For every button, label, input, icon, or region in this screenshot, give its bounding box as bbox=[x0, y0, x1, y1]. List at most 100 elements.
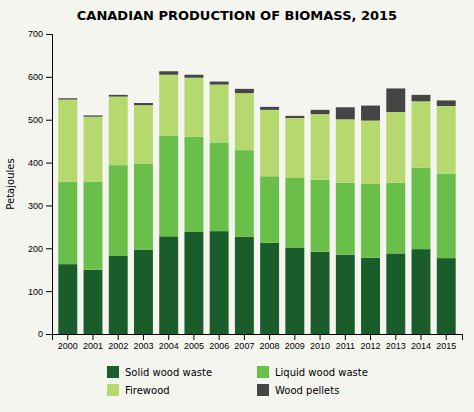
x-tick-label: 2009 bbox=[285, 341, 305, 351]
bar bbox=[260, 243, 279, 334]
bar bbox=[361, 121, 380, 184]
legend: Solid wood waste Liquid wood waste Firewoo… bbox=[107, 366, 368, 396]
bar bbox=[437, 174, 456, 258]
x-tick: 2011 bbox=[336, 334, 355, 351]
title: CANADIAN PRODUCTION OF BIOMASS, 2015 bbox=[77, 8, 397, 23]
x-tick-label: 2008 bbox=[260, 341, 280, 351]
bar bbox=[260, 110, 279, 176]
x-tick-mark bbox=[168, 334, 169, 340]
bar bbox=[336, 119, 355, 182]
x-tick: 2007 bbox=[234, 334, 254, 351]
bar bbox=[58, 100, 77, 182]
y-tick-mark bbox=[46, 163, 52, 164]
bar bbox=[184, 232, 203, 334]
x-tick: 2014 bbox=[411, 334, 431, 351]
x-tick-label: 2015 bbox=[436, 341, 456, 351]
y-tick-label: 400 bbox=[28, 158, 43, 168]
y-tick-label: 700 bbox=[28, 29, 43, 39]
x-tick-mark bbox=[294, 334, 295, 340]
legend-swatch bbox=[107, 384, 119, 396]
bar bbox=[58, 264, 77, 334]
x-tick-mark bbox=[67, 334, 68, 340]
x-tick-label: 2001 bbox=[83, 341, 103, 351]
y-tick-mark bbox=[46, 34, 52, 35]
bar bbox=[336, 255, 355, 334]
y-axis-title: Petajoules bbox=[5, 158, 16, 209]
x-tick-label: 2006 bbox=[209, 341, 229, 351]
y-tick: 500 bbox=[28, 115, 52, 125]
x-tick-mark bbox=[143, 334, 144, 340]
bar bbox=[412, 168, 431, 249]
bar bbox=[386, 88, 405, 112]
series bbox=[58, 75, 455, 184]
x-tick-mark bbox=[93, 334, 94, 340]
bar bbox=[134, 103, 153, 105]
x-tick-label: 2004 bbox=[159, 341, 179, 351]
bar bbox=[361, 184, 380, 258]
bar bbox=[285, 116, 304, 118]
y-tick: 300 bbox=[28, 201, 52, 211]
y-tick: 200 bbox=[28, 244, 52, 254]
x-tick-label: 2010 bbox=[310, 341, 330, 351]
bar bbox=[311, 180, 330, 252]
bar bbox=[159, 136, 178, 237]
y-axis: 0 100 200 300 400 500 600 700 bbox=[28, 29, 53, 339]
legend-label: Wood pellets bbox=[275, 385, 339, 396]
bar bbox=[412, 249, 431, 334]
x-axis-line bbox=[53, 335, 463, 341]
plot: 2000200120022003200420052006200720082009… bbox=[28, 29, 463, 351]
y-tick-label: 600 bbox=[28, 72, 43, 82]
y-tick-mark bbox=[46, 334, 52, 335]
x-tick-mark bbox=[421, 334, 422, 340]
bar bbox=[109, 97, 128, 166]
x-tick-mark bbox=[244, 334, 245, 340]
y-tick-label: 100 bbox=[28, 287, 43, 297]
legend-item: Liquid wood waste bbox=[257, 366, 368, 378]
bar bbox=[412, 95, 431, 101]
x-tick-mark bbox=[345, 334, 346, 340]
bar bbox=[210, 85, 229, 143]
legend-label: Firewood bbox=[125, 385, 170, 396]
bar bbox=[437, 258, 456, 334]
y-axis-line bbox=[46, 35, 53, 335]
bar bbox=[184, 78, 203, 137]
bar bbox=[311, 252, 330, 334]
y-tick-label: 200 bbox=[28, 244, 43, 254]
bar bbox=[260, 176, 279, 242]
x-tick-label: 2003 bbox=[133, 341, 153, 351]
legend-swatch bbox=[107, 366, 119, 378]
bars bbox=[58, 71, 455, 334]
x-tick-label: 2005 bbox=[184, 341, 204, 351]
bar bbox=[134, 164, 153, 250]
x-tick: 2001 bbox=[83, 334, 103, 351]
legend-item: Wood pellets bbox=[257, 384, 339, 396]
y-tick: 0 bbox=[38, 329, 52, 339]
x-tick: 2012 bbox=[361, 334, 381, 351]
bar bbox=[437, 100, 456, 106]
bar bbox=[109, 95, 128, 97]
bar bbox=[260, 107, 279, 110]
bar bbox=[235, 89, 254, 93]
x-tick: 2002 bbox=[108, 334, 128, 351]
legend-label: Solid wood waste bbox=[125, 367, 212, 378]
bar bbox=[58, 182, 77, 264]
chart: CANADIAN PRODUCTION OF BIOMASS, 20152000… bbox=[0, 0, 474, 412]
legend-item: Firewood bbox=[107, 384, 170, 396]
bar bbox=[84, 182, 103, 270]
x-tick-mark bbox=[193, 334, 194, 340]
y-tick-label: 0 bbox=[38, 329, 43, 339]
bar bbox=[285, 247, 304, 334]
bar bbox=[311, 114, 330, 180]
bar bbox=[361, 258, 380, 334]
x-tick-label: 2002 bbox=[108, 341, 128, 351]
x-tick: 2008 bbox=[260, 334, 280, 351]
bar bbox=[84, 117, 103, 182]
bar bbox=[361, 106, 380, 121]
x-tick-mark bbox=[395, 334, 396, 340]
x-tick: 2004 bbox=[159, 334, 179, 351]
bar bbox=[134, 105, 153, 164]
x-tick-mark bbox=[118, 334, 119, 340]
bar bbox=[285, 118, 304, 178]
bar bbox=[184, 75, 203, 78]
x-tick-mark bbox=[320, 334, 321, 340]
